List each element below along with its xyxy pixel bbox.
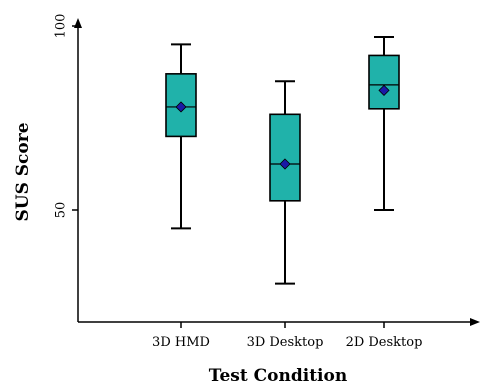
iqr-box — [269, 113, 301, 202]
x-axis-arrow — [470, 318, 480, 326]
mean-marker — [279, 158, 291, 170]
box-3d-hmd — [165, 43, 197, 230]
box-2d-desktop — [368, 36, 400, 211]
x-axis-title: Test Condition — [209, 366, 347, 386]
x-tick-label: 3D Desktop — [247, 335, 324, 350]
box-3d-desktop — [269, 80, 301, 285]
mean-marker — [175, 101, 187, 113]
iqr-box — [368, 54, 400, 110]
mean-marker — [378, 84, 390, 96]
y-tick-label: 50 — [54, 202, 69, 219]
y-axis-title: SUS Score — [13, 122, 33, 221]
x-tick-label: 3D HMD — [152, 335, 210, 350]
y-tick-label: 100 — [54, 14, 69, 39]
y-ticks: 50 100 — [54, 14, 78, 219]
x-tick-label: 2D Desktop — [346, 335, 423, 350]
boxes — [165, 36, 400, 285]
axes — [74, 18, 480, 326]
x-ticks: 3D HMD 3D Desktop 2D Desktop — [152, 322, 422, 350]
